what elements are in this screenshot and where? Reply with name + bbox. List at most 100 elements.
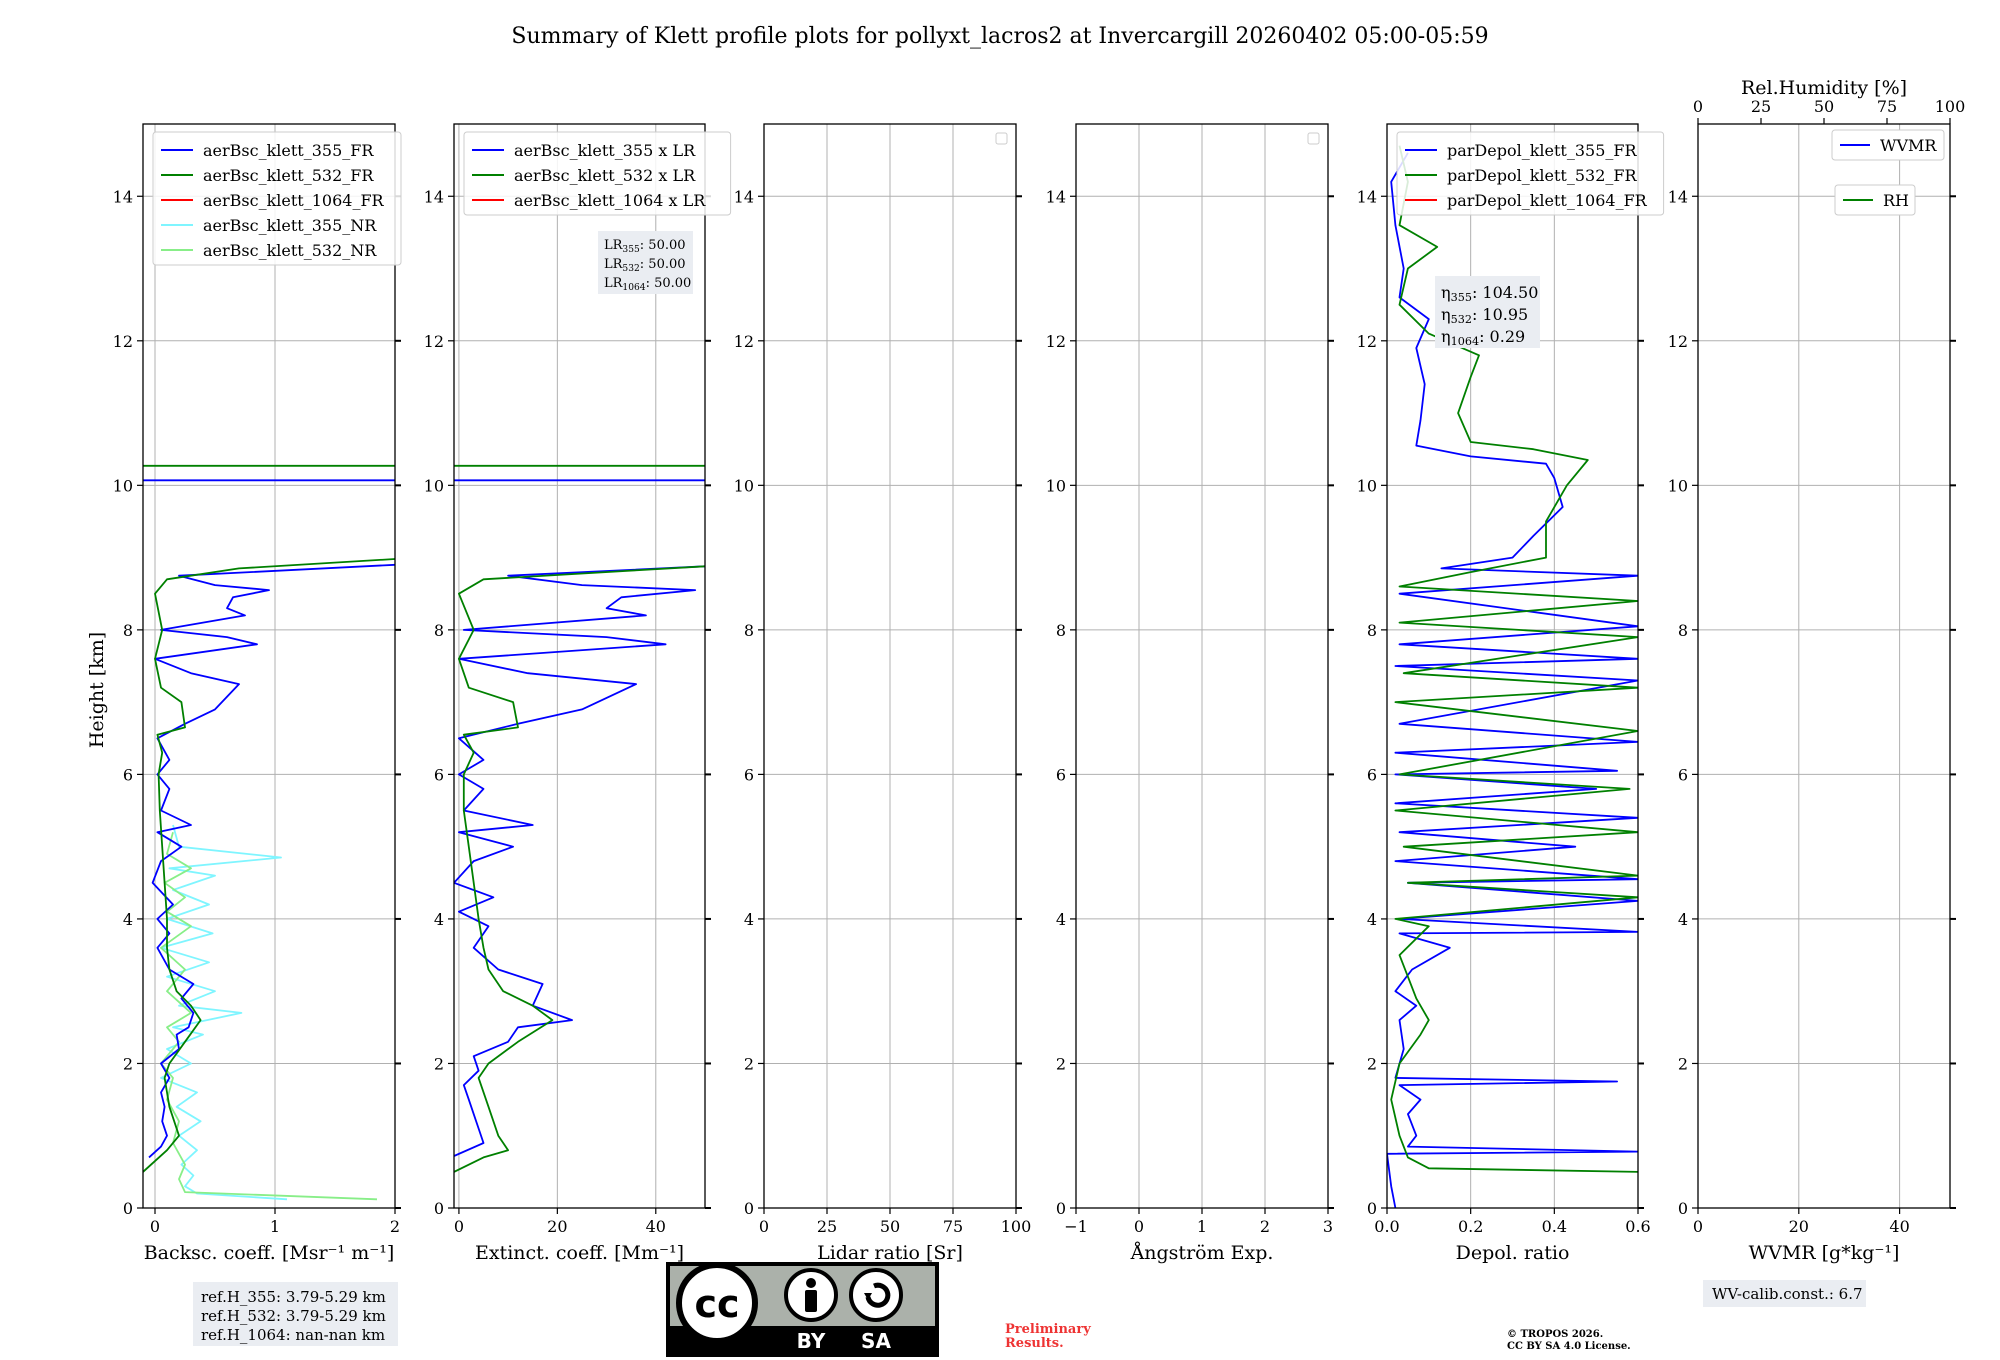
eta-value: η355: 104.50 — [1441, 283, 1538, 304]
x-tick-label: 0.2 — [1458, 1217, 1483, 1236]
x-tick-label: 0.4 — [1542, 1217, 1567, 1236]
x-tick-label: 0.6 — [1625, 1217, 1650, 1236]
top-x-tick-label: 50 — [1814, 97, 1834, 116]
x-tick-label: 40 — [646, 1217, 666, 1236]
sa-label: SA — [861, 1329, 891, 1353]
series-line-aerBsc_klett_532 x LR — [454, 565, 705, 1173]
y-tick-label: 0 — [1056, 1199, 1066, 1218]
axes-frame — [763, 123, 1017, 1209]
x-tick-label: 3 — [1323, 1217, 1333, 1236]
preliminary-label: Preliminary — [1005, 1322, 1091, 1337]
legend-label: parDepol_klett_532_FR — [1447, 166, 1638, 185]
y-tick-label: 2 — [1678, 1054, 1688, 1073]
ref-height-355: ref.H_355: 3.79-5.29 km — [201, 1288, 386, 1306]
y-tick-label: 12 — [424, 332, 444, 351]
panel-5: 0 2 4 6 8 10 12 14 0.0 0.2 0.4 0.6 Depol. ratio parDe… — [1357, 123, 1665, 1264]
x-tick-label: 40 — [1889, 1217, 1909, 1236]
copyright-line-1: © TROPOS 2026. — [1507, 1329, 1603, 1340]
y-tick-label: 4 — [434, 910, 444, 929]
eta-value: η532: 10.95 — [1441, 305, 1528, 326]
y-tick-label: 14 — [1046, 187, 1066, 206]
ref-height-532: ref.H_532: 3.79-5.29 km — [201, 1307, 386, 1325]
wv-calib-box: WV-calib.const.: 6.7 — [1703, 1280, 1866, 1307]
series-line-parDepol_klett_355_FR — [1387, 152, 1638, 1208]
x-tick-label: 50 — [880, 1217, 900, 1236]
y-tick-label: 14 — [1357, 187, 1377, 206]
x-tick-label: 1 — [270, 1217, 280, 1236]
legend-label: aerBsc_klett_532 x LR — [514, 166, 696, 185]
y-tick-label: 6 — [1056, 765, 1066, 784]
legend-label: aerBsc_klett_355 x LR — [514, 141, 696, 160]
x-axis-label: Ångström Exp. — [1130, 1242, 1274, 1264]
lr-value: LR532: 50.00 — [604, 257, 686, 274]
y-tick-label: 2 — [1367, 1054, 1377, 1073]
legend-box — [1834, 184, 1916, 216]
x-tick-label: 0.0 — [1374, 1217, 1399, 1236]
y-tick-label: 2 — [434, 1054, 444, 1073]
axes-frame — [1075, 123, 1329, 1209]
y-tick-label: 6 — [744, 765, 754, 784]
x-tick-label: 0 — [150, 1217, 160, 1236]
legend-label: aerBsc_klett_355_FR — [203, 141, 374, 160]
axes-frame — [453, 123, 706, 1209]
y-tick-label: 6 — [1367, 765, 1377, 784]
y-tick-label: 10 — [113, 476, 133, 495]
y-tick-label: 2 — [1056, 1054, 1066, 1073]
sa-share-icon — [849, 1268, 903, 1322]
axes-frame — [1697, 123, 1951, 1209]
legend-label: RH — [1883, 191, 1909, 210]
x-axis-label: WVMR [g*kg⁻¹] — [1749, 1242, 1900, 1264]
panel-2: 0 2 4 6 8 10 12 14 0 20 40 Extinct. coeff. [Mm⁻¹] ae… — [424, 123, 732, 1264]
y-tick-label: 0 — [744, 1199, 754, 1218]
y-tick-label: 8 — [1367, 621, 1377, 640]
eta-value: η1064: 0.29 — [1441, 327, 1525, 348]
y-tick-label: 4 — [1056, 910, 1066, 929]
y-tick-label: 4 — [1367, 910, 1377, 929]
x-tick-label: 2 — [1260, 1217, 1270, 1236]
series-line-aerBsc_klett_355 x LR — [454, 565, 705, 1157]
y-tick-label: 14 — [734, 187, 754, 206]
y-tick-label: 14 — [1668, 187, 1688, 206]
copyright-line-2: CC BY SA 4.0 License. — [1507, 1341, 1631, 1352]
legend-box — [1396, 131, 1665, 216]
x-tick-label: 0 — [454, 1217, 464, 1236]
y-tick-label: 0 — [1678, 1199, 1688, 1218]
legend-label: aerBsc_klett_1064_FR — [203, 191, 385, 210]
legend-label: aerBsc_klett_532_FR — [203, 166, 374, 185]
x-tick-label: 0 — [1693, 1217, 1703, 1236]
lr-box — [598, 231, 693, 294]
y-tick-label: 4 — [123, 910, 133, 929]
y-tick-label: 8 — [434, 621, 444, 640]
y-tick-label: 12 — [734, 332, 754, 351]
legend-box — [463, 131, 732, 216]
y-tick-label: 2 — [744, 1054, 754, 1073]
x-tick-label: 0 — [759, 1217, 769, 1236]
x-tick-label: 75 — [943, 1217, 963, 1236]
legend-label: parDepol_klett_355_FR — [1447, 141, 1638, 160]
top-x-axis-label: Rel.Humidity [%] — [1741, 77, 1907, 99]
y-tick-label: 8 — [123, 621, 133, 640]
y-tick-label: 8 — [744, 621, 754, 640]
y-tick-label: 10 — [1357, 476, 1377, 495]
x-tick-label: 25 — [817, 1217, 837, 1236]
y-tick-label: 0 — [123, 1199, 133, 1218]
cc-icon — [676, 1262, 758, 1344]
y-tick-label: 0 — [434, 1199, 444, 1218]
y-tick-label: 10 — [1046, 476, 1066, 495]
cc-license-badge: cc BY SA — [666, 1262, 939, 1357]
y-tick-label: 10 — [1668, 476, 1688, 495]
series-line-aerBsc_klett_532_NR — [160, 831, 378, 1201]
lr-value: LR355: 50.00 — [604, 238, 686, 255]
legend-label: aerBsc_klett_355_NR — [203, 216, 377, 235]
y-tick-label: 6 — [434, 765, 444, 784]
panel-6: 0 2 4 6 8 10 12 14 0 20 40 WVMR [g*kg⁻¹] WVMR RH 0 25 50… — [1668, 77, 1966, 1264]
y-tick-label: 12 — [113, 332, 133, 351]
x-tick-label: 1 — [1197, 1217, 1207, 1236]
x-tick-label: 0 — [1134, 1217, 1144, 1236]
y-tick-label: 12 — [1357, 332, 1377, 351]
y-tick-label: 8 — [1678, 621, 1688, 640]
series-line-parDepol_klett_532_FR — [1390, 145, 1638, 1173]
y-tick-label: 14 — [113, 187, 133, 206]
